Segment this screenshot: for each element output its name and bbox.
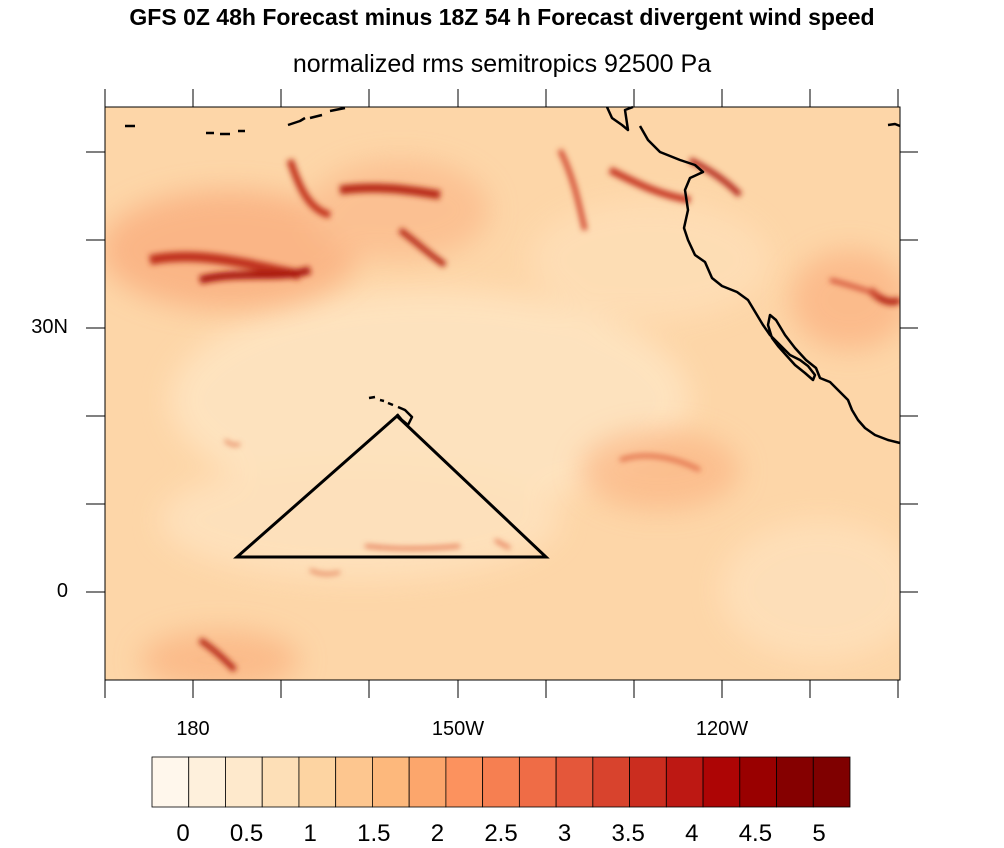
plot-frame [104,106,901,681]
x-label-180: 180 [176,718,210,740]
plot-subtitle: normalized rms semitropics 92500 Pa [292,50,712,78]
colorbar-box [665,756,704,808]
colorbar-box [335,756,373,808]
colorbar-label: 3.5 [611,820,645,847]
colorbar-box [261,756,300,808]
colorbar-label: 0.5 [229,820,264,847]
colorbar-box [776,756,814,808]
coastline-layer [125,105,901,445]
aleutian-islands [125,106,346,136]
colorbar-label: 3 [557,820,572,847]
colorbar-label: 1.5 [357,820,391,847]
tick-marks [86,89,918,698]
colorbar-label: 4 [685,820,699,847]
colorbar-box [592,756,630,808]
north-right-land [887,122,901,128]
colorbar-box [298,756,337,808]
colorbar-box [739,756,777,808]
colorbar-boxes [151,756,851,808]
colorbar-label: 2.5 [484,820,518,847]
triangle-region [233,413,550,559]
y-label-30n: 30N [31,316,68,338]
colorbar-box [188,756,226,808]
colorbar-box [445,756,484,808]
colorbar-label: 2 [430,820,445,847]
colorbar-box [372,756,410,808]
colorbar-box [518,756,557,808]
colorbar-label: 4.5 [738,820,773,847]
colorbar-label: 0 [176,820,190,847]
colorbar-box [812,756,851,808]
colorbar-box [408,756,447,808]
colorbar-label: 5 [812,820,826,847]
colorbar-box [225,756,263,808]
x-label-150w: 150W [431,718,485,740]
colorbar-box [702,756,741,808]
plot-title: GFS 0Z 48h Forecast minus 18Z 54 h Forec… [129,4,875,30]
field-layer [105,107,900,680]
y-label-0: 0 [56,580,68,602]
colorbar-box [151,756,190,808]
x-label-120w: 120W [695,718,749,740]
colorbar-box [482,756,520,808]
hawaii-islands [368,395,414,427]
north-america-coastline [605,105,901,445]
colorbar-box [555,756,594,808]
colorbar-label: 1 [303,820,317,847]
colorbar-box [629,756,667,808]
